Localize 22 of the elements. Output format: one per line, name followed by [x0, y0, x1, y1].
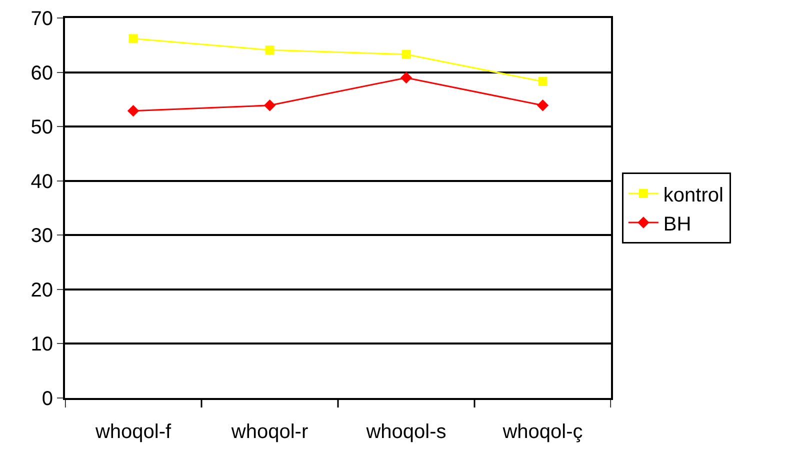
x-tick-label: whoqol-ç: [502, 421, 583, 443]
y-tick-label: 60: [30, 62, 53, 84]
y-tick-label: 10: [30, 334, 53, 356]
legend-label: kontrol: [663, 184, 724, 206]
legend-label: BH: [663, 213, 692, 236]
x-tick-label: whoqol-f: [94, 421, 172, 443]
y-tick-label: 30: [30, 225, 53, 248]
y-tick-label: 0: [42, 388, 53, 410]
y-tick-label: 50: [30, 116, 53, 139]
x-tick-label: whoqol-r: [230, 421, 308, 443]
point: [400, 72, 412, 84]
y-tick-label: 40: [30, 170, 53, 193]
point: [128, 34, 138, 44]
point: [265, 46, 274, 55]
y-tick-label: 70: [30, 8, 53, 30]
y-tick-label: 20: [30, 279, 53, 302]
x-tick-label: whoqol-s: [365, 421, 446, 443]
point: [402, 50, 411, 59]
point: [538, 77, 548, 86]
point: [264, 100, 276, 112]
point: [127, 104, 140, 117]
point: [536, 100, 549, 112]
